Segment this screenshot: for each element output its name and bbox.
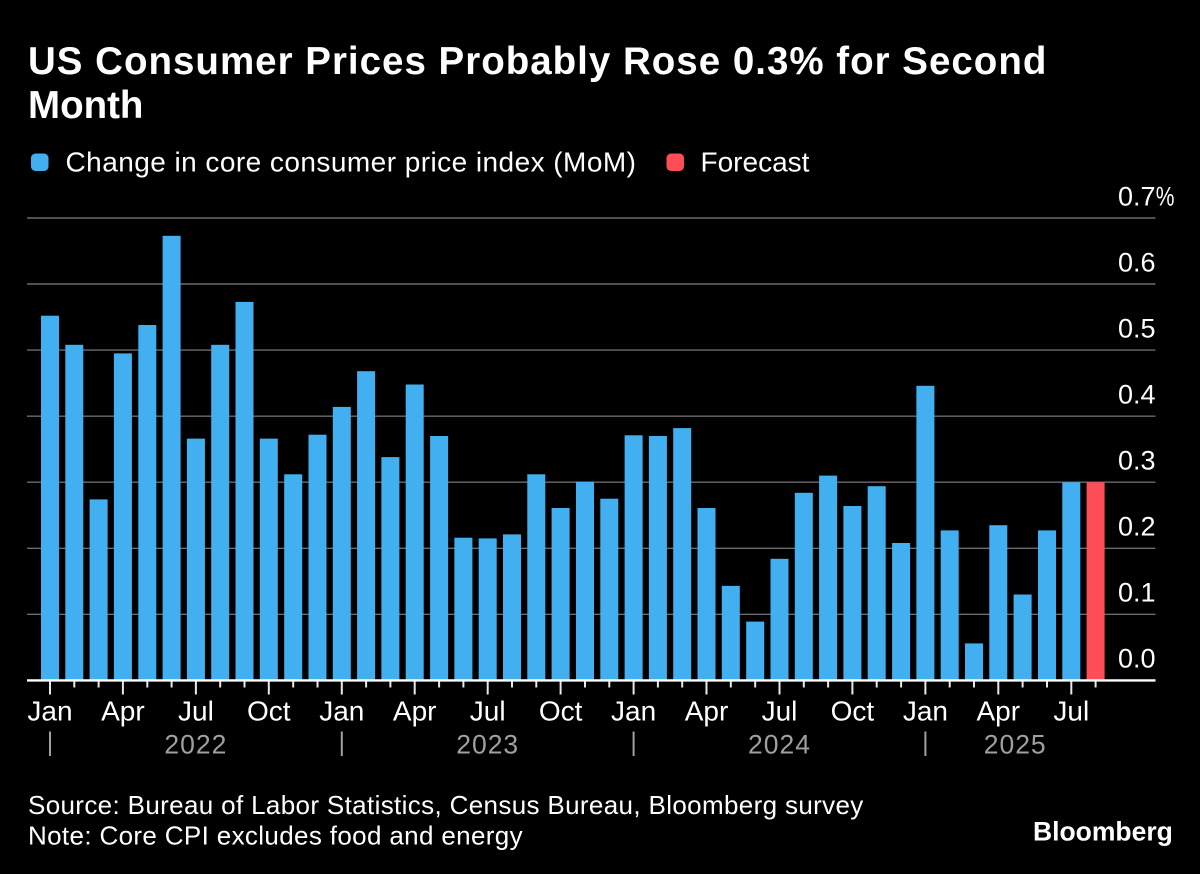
svg-text:%: % — [1156, 182, 1175, 212]
svg-text:0.4: 0.4 — [1118, 380, 1156, 410]
svg-text:Note: Core CPI excludes food a: Note: Core CPI excludes food and energy — [28, 820, 523, 850]
svg-text:Jul: Jul — [1053, 696, 1089, 727]
svg-text:2022: 2022 — [164, 730, 227, 760]
svg-text:2025: 2025 — [984, 730, 1047, 760]
svg-text:Jul: Jul — [178, 696, 214, 727]
svg-text:0.5: 0.5 — [1118, 313, 1156, 343]
svg-text:Oct: Oct — [831, 696, 875, 727]
svg-text:Source: Bureau of Labor Statis: Source: Bureau of Labor Statistics, Cens… — [28, 790, 864, 820]
svg-text:Month: Month — [28, 84, 143, 127]
svg-text:Jan: Jan — [903, 696, 948, 727]
svg-text:0.6: 0.6 — [1118, 247, 1156, 277]
svg-text:2023: 2023 — [456, 730, 519, 760]
svg-text:Apr: Apr — [393, 696, 437, 727]
svg-text:Forecast: Forecast — [701, 147, 810, 178]
svg-text:Oct: Oct — [539, 696, 583, 727]
svg-text:Apr: Apr — [685, 696, 729, 727]
svg-text:Jan: Jan — [611, 696, 656, 727]
svg-text:Jan: Jan — [27, 696, 72, 727]
svg-text:Apr: Apr — [101, 696, 145, 727]
svg-text:Oct: Oct — [247, 696, 291, 727]
svg-text:US Consumer Prices Probably Ro: US Consumer Prices Probably Rose 0.3% fo… — [28, 40, 1047, 83]
svg-text:Jan: Jan — [319, 696, 364, 727]
svg-text:Bloomberg: Bloomberg — [1033, 816, 1173, 846]
svg-text:0.2: 0.2 — [1118, 512, 1156, 542]
svg-text:0.0: 0.0 — [1118, 644, 1156, 674]
svg-text:2024: 2024 — [748, 730, 811, 760]
svg-text:0.3: 0.3 — [1118, 446, 1156, 476]
svg-text:0.7: 0.7 — [1118, 181, 1156, 211]
svg-text:Jul: Jul — [470, 696, 506, 727]
svg-text:Jul: Jul — [762, 696, 798, 727]
svg-text:0.1: 0.1 — [1118, 578, 1156, 608]
svg-text:Apr: Apr — [977, 696, 1021, 727]
svg-text:Change in core consumer price: Change in core consumer price index (MoM… — [66, 147, 637, 178]
